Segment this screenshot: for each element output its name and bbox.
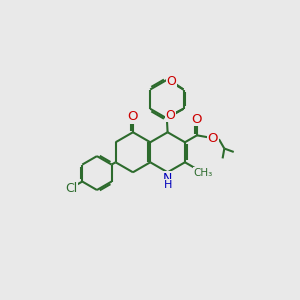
Text: O: O <box>167 75 176 88</box>
Text: O: O <box>208 132 218 145</box>
Text: N: N <box>163 172 172 185</box>
Text: O: O <box>128 110 138 123</box>
Text: O: O <box>192 113 202 126</box>
Text: Cl: Cl <box>65 182 77 195</box>
Text: CH₃: CH₃ <box>193 168 213 178</box>
Text: O: O <box>166 109 176 122</box>
Text: H: H <box>164 180 172 190</box>
